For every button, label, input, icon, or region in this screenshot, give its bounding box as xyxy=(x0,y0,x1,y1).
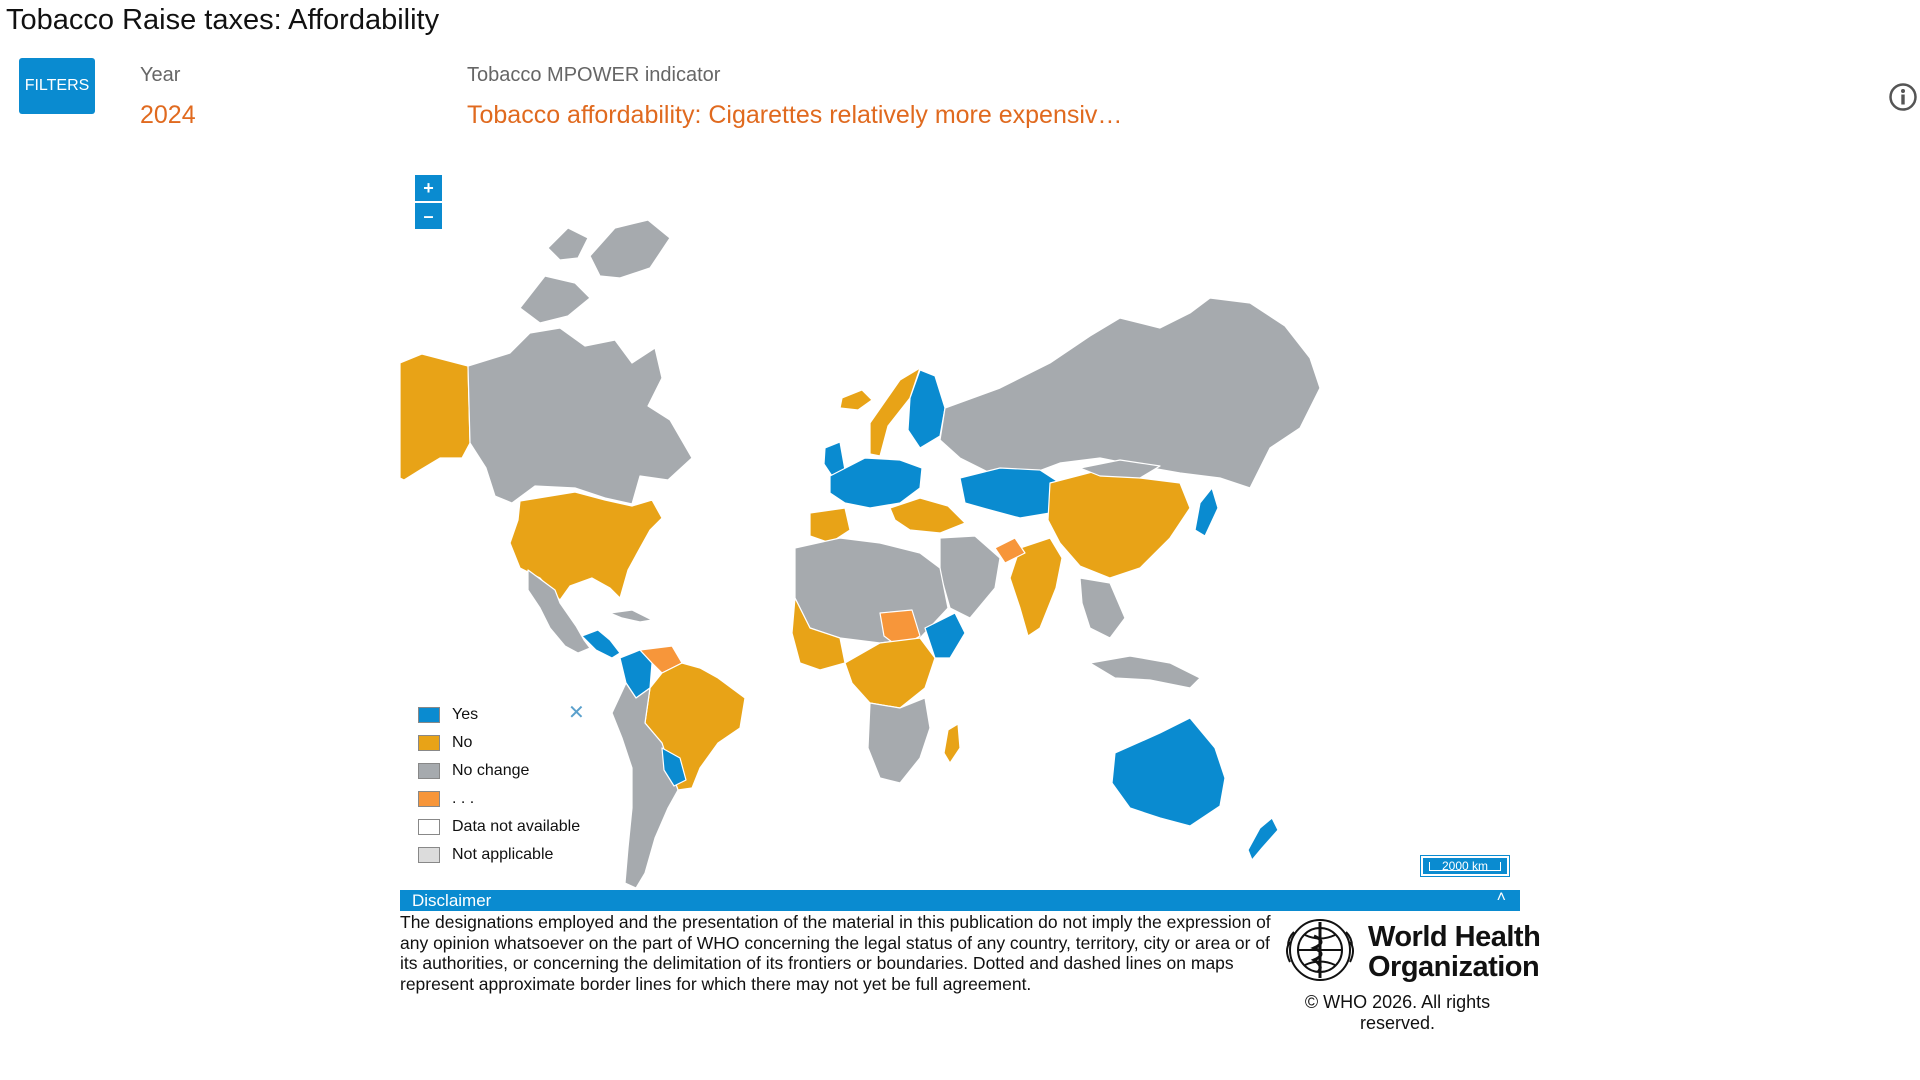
collapse-caret-icon[interactable]: ˄ xyxy=(1496,889,1506,906)
disclaimer-title: Disclaimer xyxy=(412,891,492,910)
zoom-out-button[interactable]: – xyxy=(414,202,443,230)
region-russia[interactable] xyxy=(939,297,1321,489)
copyright-text: © WHO 2026. All rights reserved. xyxy=(1304,992,1491,1033)
region-canada[interactable] xyxy=(467,327,693,505)
scale-bar-label: 2000 km xyxy=(1441,859,1489,873)
scale-bar: 2000 km xyxy=(1420,855,1510,877)
region-japan[interactable] xyxy=(1194,487,1219,537)
year-filter-label: Year xyxy=(140,64,181,86)
region-middle-east[interactable] xyxy=(939,535,1001,619)
legend-label-not-applicable: Not applicable xyxy=(452,846,554,863)
region-mexico[interactable] xyxy=(527,569,591,654)
region-cuba[interactable] xyxy=(609,609,653,623)
region-madagascar[interactable] xyxy=(943,723,961,764)
region-alaska[interactable] xyxy=(400,353,471,481)
who-emblem-icon xyxy=(1286,919,1354,981)
region-central-america[interactable] xyxy=(581,629,621,659)
legend-close-icon[interactable]: ✕ xyxy=(568,702,585,724)
region-western-europe[interactable] xyxy=(829,457,923,509)
zoom-in-button[interactable]: + xyxy=(414,174,443,202)
legend-item-no-change: No change xyxy=(418,758,588,786)
legend-swatch-no xyxy=(418,735,440,751)
page-title: Tobacco Raise taxes: Affordability xyxy=(6,4,440,36)
filters-button[interactable]: FILTERS xyxy=(19,58,95,114)
indicator-filter[interactable]: Tobacco MPOWER indicator Tobacco afforda… xyxy=(467,64,1122,130)
legend-item-not-applicable: Not applicable xyxy=(418,842,588,870)
legend-swatch-dots xyxy=(418,791,440,807)
region-afghanistan[interactable] xyxy=(994,537,1026,564)
region-canada-islands[interactable] xyxy=(519,219,671,324)
region-spain[interactable] xyxy=(809,507,851,544)
who-name-line2: Organization xyxy=(1368,951,1540,983)
region-mongolia[interactable] xyxy=(1079,459,1161,479)
region-united-states[interactable] xyxy=(509,491,663,601)
region-central-africa[interactable] xyxy=(844,637,936,709)
legend-label-no-change: No change xyxy=(452,762,530,779)
region-greenland[interactable] xyxy=(677,159,821,449)
legend-label-yes: Yes xyxy=(452,706,479,723)
region-indonesia[interactable] xyxy=(1089,655,1201,689)
info-icon[interactable] xyxy=(1888,82,1918,112)
region-norway[interactable] xyxy=(869,367,921,457)
who-name-line1: World Health xyxy=(1368,921,1541,953)
legend-label-dots: . . . xyxy=(452,790,475,807)
region-paraguay-uruguay[interactable] xyxy=(661,747,687,787)
disclaimer-text: The designations employed and the presen… xyxy=(400,912,1271,994)
region-australia[interactable] xyxy=(1111,717,1226,827)
legend-swatch-no-change xyxy=(418,763,440,779)
legend-label-data-not-available: Data not available xyxy=(452,818,581,835)
region-north-africa[interactable] xyxy=(794,537,949,644)
region-south-america-west[interactable] xyxy=(611,682,679,888)
year-filter[interactable]: Year 2024 xyxy=(140,64,196,130)
map-legend: Yes No No change . . . Data not availabl… xyxy=(418,702,588,870)
region-iceland[interactable] xyxy=(839,389,873,411)
who-wordmark: World Health Organization xyxy=(1368,921,1541,983)
disclaimer-header[interactable]: Disclaimer ˄ xyxy=(400,889,1520,911)
region-east-africa[interactable] xyxy=(924,612,966,659)
world-map[interactable] xyxy=(400,158,1520,888)
region-kazakhstan[interactable] xyxy=(959,467,1061,519)
legend-swatch-data-not-available xyxy=(418,819,440,835)
legend-item-no: No xyxy=(418,730,588,758)
region-southeast-asia[interactable] xyxy=(1079,577,1126,639)
region-balkans-turkey[interactable] xyxy=(889,497,966,534)
legend-swatch-not-applicable xyxy=(418,847,440,863)
region-west-africa[interactable] xyxy=(791,597,846,671)
indicator-filter-label: Tobacco MPOWER indicator xyxy=(467,64,721,86)
region-india[interactable] xyxy=(1009,537,1063,637)
legend-label-no: No xyxy=(452,734,473,751)
year-filter-value[interactable]: 2024 xyxy=(140,101,196,129)
legend-swatch-yes xyxy=(418,707,440,723)
legend-item-data-not-available: Data not available xyxy=(418,814,588,842)
region-new-zealand[interactable] xyxy=(1247,817,1279,861)
indicator-filter-value[interactable]: Tobacco affordability: Cigarettes relati… xyxy=(467,101,1123,129)
region-southern-africa[interactable] xyxy=(867,697,931,784)
region-china[interactable] xyxy=(1047,469,1191,579)
legend-item-yes: Yes xyxy=(418,702,588,730)
scale-bar-tick xyxy=(1429,862,1501,871)
legend-item-dots: . . . xyxy=(418,786,588,814)
